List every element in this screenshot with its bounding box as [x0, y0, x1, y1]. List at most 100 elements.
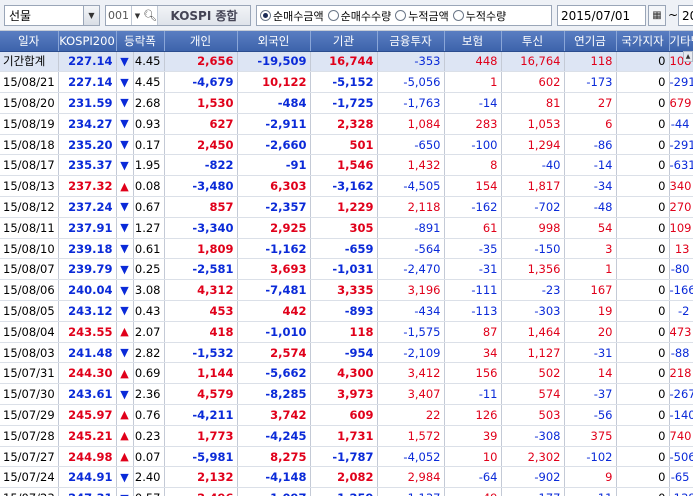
total-row[interactable]: 기간합계 227.14 ▼ 4.45 2,656 -19,509 16,744 -353 448…	[0, 51, 693, 73]
kospi200-cell: 244.30	[58, 362, 117, 385]
code-dropdown-icon[interactable]: ▼	[131, 6, 143, 25]
column-header[interactable]: 금융투자	[377, 31, 445, 52]
column-header[interactable]: 기관	[310, 31, 378, 52]
value-cell: -100	[444, 134, 502, 156]
kospi200-cell: 235.37	[58, 154, 117, 177]
end-date-input[interactable]: 2015/	[678, 5, 693, 26]
value-cell: -11	[444, 383, 502, 406]
value-cell: 49	[444, 487, 502, 496]
radio-label: 누적수량	[465, 9, 507, 23]
column-header[interactable]: 연기금	[564, 31, 617, 52]
table-row[interactable]: 15/08/20 231.59 ▼ 2.68 1,530 -484 -1,725 -1,763…	[0, 92, 693, 114]
table-row[interactable]: 15/08/10 239.18 ▼ 0.61 1,809 -1,162 -659 -564 -3…	[0, 238, 693, 260]
kospi200-cell: 243.12	[58, 300, 117, 322]
table-row[interactable]: 15/07/28 245.21 ▲ 0.23 1,773 -4,245 1,731 1,572…	[0, 425, 693, 447]
radio-button-icon[interactable]	[395, 10, 407, 21]
table-row[interactable]: 15/08/07 239.79 ▼ 0.25 -2,581 3,693 -1,031 -2,4…	[0, 258, 693, 281]
index-code-field[interactable]: 001 ▼ 🔍︎ KOSPI 종합	[105, 5, 251, 26]
index-name-button[interactable]: KOSPI 종합	[157, 6, 250, 25]
down-arrow-icon: ▼	[116, 342, 134, 364]
table-row[interactable]: 15/08/12 237.24 ▼ 0.67 857 -2,357 1,229 2,118 -1…	[0, 196, 693, 218]
value-cell: -34	[564, 175, 617, 198]
value-cell: -19,509	[237, 51, 311, 73]
table-row[interactable]: 15/08/04 243.55 ▲ 2.07 418 -1,010 118 -1,575 87 1…	[0, 321, 693, 343]
value-cell: 501	[310, 134, 378, 156]
value-cell: -822	[164, 154, 238, 177]
table-row[interactable]: 15/08/03 241.48 ▼ 2.82 -1,532 2,574 -954 -2,109…	[0, 342, 693, 364]
value-cell: 10	[444, 446, 502, 468]
table-row[interactable]: 15/07/29 245.97 ▲ 0.76 -4,211 3,742 609 22 126 50…	[0, 404, 693, 426]
value-cell: 602	[501, 71, 565, 94]
value-cell: -138	[669, 487, 693, 496]
radio-option[interactable]: 누적금액	[395, 8, 449, 24]
table-row[interactable]: 15/07/23247.31▼0.572,496-1,097-1,259-1,1…	[0, 487, 693, 496]
value-cell: -14	[564, 154, 617, 177]
table-row[interactable]: 15/07/24 244.91 ▼ 2.40 2,132 -4,148 2,082 2,984…	[0, 466, 693, 489]
value-cell: 2,925	[237, 217, 311, 239]
market-select[interactable]: 선물 ▼	[4, 5, 100, 26]
value-cell: 442	[237, 300, 311, 322]
value-cell: 0	[616, 446, 670, 468]
search-icon[interactable]: 🔍︎	[143, 9, 157, 22]
table-row[interactable]: 15/08/11 237.91 ▼ 1.27 -3,340 2,925 305 -891 61 9…	[0, 217, 693, 239]
start-date-value[interactable]: 2015/07/01	[561, 8, 631, 23]
end-date-value[interactable]: 2015/	[682, 8, 693, 23]
column-header[interactable]: KOSPI200	[58, 31, 117, 52]
chevron-down-icon[interactable]: ▼	[83, 6, 99, 25]
date-cell: 15/07/31	[0, 362, 59, 385]
down-arrow-icon: ▼	[116, 279, 134, 302]
table-row[interactable]: 15/08/21 227.14 ▼ 4.45 -4,679 10,122 -5,152 -5,…	[0, 71, 693, 94]
column-header[interactable]: 외국인	[237, 31, 311, 52]
index-code-value[interactable]: 001	[108, 9, 129, 22]
column-header[interactable]: 보험	[444, 31, 502, 52]
value-cell: 0	[616, 196, 670, 218]
radio-option[interactable]: 순매수수량	[327, 8, 391, 24]
calendar-icon[interactable]: ▦	[648, 5, 666, 26]
table-row[interactable]: 15/08/18 235.20 ▼ 0.17 2,450 -2,660 501 -650 -10…	[0, 134, 693, 156]
value-cell: 81	[501, 92, 565, 114]
value-cell: -5,056	[377, 71, 445, 94]
radio-button-icon[interactable]	[327, 10, 339, 21]
value-cell: -37	[564, 383, 617, 406]
table-row[interactable]: 15/08/13 237.32 ▲ 0.08 -3,480 6,303 -3,162 -4,5…	[0, 175, 693, 198]
date-cell: 15/08/17	[0, 154, 59, 177]
value-cell: 1,432	[377, 154, 445, 177]
table-row[interactable]: 15/08/05 243.12 ▼ 0.43 453 442 -893 -434 -113 -30…	[0, 300, 693, 322]
table-row[interactable]: 15/07/31 244.30 ▲ 0.69 1,144 -5,662 4,300 3,412…	[0, 362, 693, 385]
value-cell: 857	[164, 196, 238, 218]
change-cell: 0.57	[133, 487, 165, 496]
value-cell: 1,127	[501, 342, 565, 364]
table-row[interactable]: 15/07/30 243.61 ▼ 2.36 4,579 -8,285 3,973 3,407…	[0, 383, 693, 406]
radio-button-icon[interactable]	[452, 10, 464, 21]
date-cell: 15/08/13	[0, 175, 59, 198]
value-cell: 1,294	[501, 134, 565, 156]
start-date-input[interactable]: 2015/07/01	[557, 5, 646, 26]
table-row[interactable]: 15/08/06 240.04 ▼ 3.08 4,312 -7,481 3,335 3,196…	[0, 279, 693, 302]
value-cell: 0	[616, 300, 670, 322]
kospi200-cell: 244.98	[58, 446, 117, 468]
column-header[interactable]: 국가지자	[616, 31, 670, 52]
table-row[interactable]: 15/08/17 235.37 ▼ 1.95 -822 -91 1,546 1,432 8 -40…	[0, 154, 693, 177]
value-cell: 305	[310, 217, 378, 239]
column-header[interactable]: 일자	[0, 31, 59, 52]
kospi200-cell: 235.20	[58, 134, 117, 156]
scroll-up-icon[interactable]: ▲	[683, 51, 693, 62]
radio-button-icon[interactable]	[260, 10, 271, 21]
column-header[interactable]: 기타법인	[669, 31, 693, 52]
value-cell: 3,335	[310, 279, 378, 302]
value-cell: 2,132	[164, 466, 238, 489]
value-cell: 1,546	[310, 154, 378, 177]
value-cell: 473	[669, 321, 693, 343]
table-row[interactable]: 15/08/19 234.27 ▼ 0.93 627 -2,911 2,328 1,084 28…	[0, 113, 693, 135]
table-row[interactable]: 15/07/27 244.98 ▲ 0.07 -5,981 8,275 -1,787 -4,0…	[0, 446, 693, 468]
value-cell: -2	[669, 300, 693, 322]
column-header[interactable]: 등락폭	[116, 31, 165, 52]
radio-option[interactable]: 순매수금액	[260, 8, 324, 24]
radio-option[interactable]: 누적수량	[452, 8, 507, 24]
value-cell: -5,662	[237, 362, 311, 385]
value-cell: 2,328	[310, 113, 378, 135]
column-header[interactable]: 개인	[164, 31, 238, 52]
column-header[interactable]: 투신	[501, 31, 565, 52]
change-cell: 0.61	[133, 238, 165, 260]
date-cell: 15/08/18	[0, 134, 59, 156]
